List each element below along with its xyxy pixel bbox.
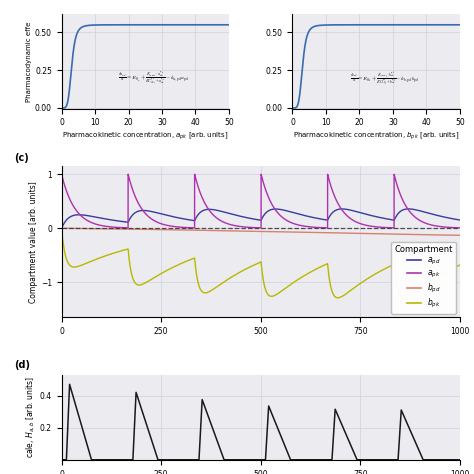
- $a_{pk}$: [59, 172, 64, 177]
- $b_{pk}$: [82, 261, 88, 266]
- $b_{pk}$: [137, 282, 143, 288]
- Y-axis label: Pharmacodynamic effe: Pharmacodynamic effe: [26, 21, 32, 102]
- $b_{pk}$: [59, 225, 64, 231]
- $b_{pd}$: [75, 226, 81, 231]
- $a_{pd}$: [436, 213, 442, 219]
- $a_{pk}$: [436, 224, 442, 229]
- $b_{pd}$: [59, 225, 64, 231]
- $b_{pd}$: [61, 226, 66, 231]
- $a_{pk}$: [125, 172, 131, 177]
- X-axis label: Pharmacokinetic concentration, $a_{pk}$ [arb. units]: Pharmacokinetic concentration, $a_{pk}$ …: [62, 130, 228, 142]
- $a_{pd}$: [457, 217, 463, 223]
- $b_{pd}$: [137, 227, 143, 232]
- $a_{pd}$: [59, 225, 64, 231]
- $b_{pd}$: [436, 232, 441, 238]
- $a_{pd}$: [254, 217, 259, 222]
- Legend: $a_{pd}$, $a_{pk}$, $b_{pd}$, $b_{pk}$: $a_{pd}$, $a_{pk}$, $b_{pd}$, $b_{pk}$: [392, 242, 456, 313]
- Line: $b_{pd}$: $b_{pd}$: [62, 228, 460, 235]
- $a_{pk}$: [457, 225, 463, 231]
- $a_{pk}$: [75, 210, 81, 216]
- $b_{pk}$: [61, 242, 66, 247]
- $a_{pk}$: [61, 179, 66, 184]
- $a_{pk}$: [137, 203, 143, 209]
- $a_{pk}$: [254, 225, 259, 230]
- Y-axis label: cale, $H_{a,b}$ [arb. units]: cale, $H_{a,b}$ [arb. units]: [25, 376, 37, 458]
- Line: $a_{pd}$: $a_{pd}$: [62, 209, 460, 228]
- $a_{pd}$: [137, 208, 143, 214]
- $a_{pd}$: [406, 206, 411, 212]
- $b_{pd}$: [457, 232, 463, 238]
- $a_{pd}$: [75, 212, 81, 218]
- $b_{pk}$: [254, 261, 259, 267]
- $b_{pd}$: [254, 228, 259, 234]
- $b_{pk}$: [75, 264, 81, 269]
- Text: (c): (c): [14, 153, 28, 163]
- Y-axis label: Compartment value [arb. units]: Compartment value [arb. units]: [29, 181, 38, 302]
- Line: $b_{pk}$: $b_{pk}$: [62, 228, 460, 299]
- $b_{pk}$: [436, 273, 442, 279]
- $b_{pk}$: [457, 262, 463, 268]
- Text: $\frac{db_{pd}}{dt} = E_{0_b} + \frac{E_{max_b} \cdot b_{pk}^{\gamma_b}}{EC_{50_: $\frac{db_{pd}}{dt} = E_{0_b} + \frac{E_…: [350, 70, 419, 87]
- $b_{pk}$: [401, 296, 407, 301]
- Text: (d): (d): [14, 360, 30, 371]
- Text: $\frac{da_{pd}}{dt} = E_{0_a} + \frac{E_{max_a} \cdot a_{pk}^{\gamma_a}}{EC_{50_: $\frac{da_{pd}}{dt} = E_{0_a} + \frac{E_…: [118, 71, 189, 86]
- $a_{pd}$: [61, 222, 66, 228]
- Line: $a_{pk}$: $a_{pk}$: [62, 174, 460, 228]
- $b_{pd}$: [82, 226, 88, 231]
- $a_{pd}$: [82, 212, 88, 218]
- X-axis label: Pharmacokinetic concentration, $b_{pk}$ [arb. units]: Pharmacokinetic concentration, $b_{pk}$ …: [293, 130, 459, 142]
- $a_{pk}$: [82, 217, 88, 222]
- $a_{pk}$: [125, 225, 131, 231]
